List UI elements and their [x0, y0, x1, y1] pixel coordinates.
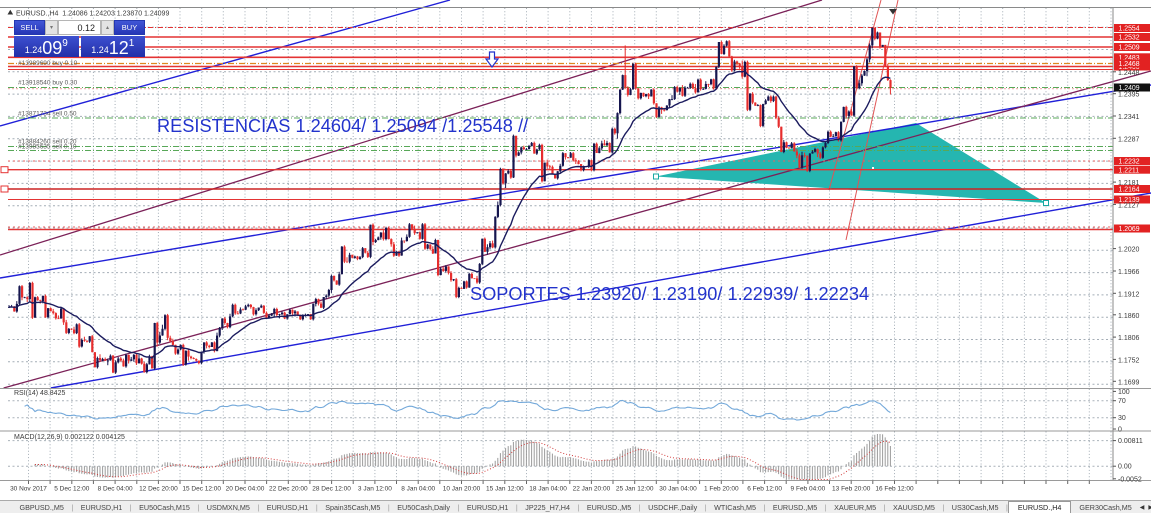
svg-text:1.2460: 1.2460: [1119, 64, 1140, 71]
svg-text:0: 0: [1118, 427, 1122, 434]
svg-text:RESISTENCIAS 1.24604/ 1.25094: RESISTENCIAS 1.24604/ 1.25094 /1.25548 /…: [157, 116, 529, 136]
svg-text:22 Jan 20:00: 22 Jan 20:00: [573, 486, 611, 493]
svg-text:#13918540 buy 0.30: #13918540 buy 0.30: [18, 80, 78, 87]
svg-text:30 Jan 04:00: 30 Jan 04:00: [659, 486, 697, 493]
svg-text:#13985635 sell 0.10: #13985635 sell 0.10: [18, 144, 77, 151]
svg-text:1.2020: 1.2020: [1118, 247, 1140, 254]
svg-text:#13989690 buy 0.10: #13989690 buy 0.10: [18, 60, 78, 67]
svg-text:1.2341: 1.2341: [1118, 114, 1140, 121]
svg-text:1.2509: 1.2509: [1119, 45, 1140, 52]
svg-text:100: 100: [1118, 389, 1130, 396]
svg-text:SOPORTES 1.23920/ 1.23190/ 1.2: SOPORTES 1.23920/ 1.23190/ 1.22939/ 1.22…: [470, 284, 869, 304]
svg-text:1.2232: 1.2232: [1119, 159, 1140, 166]
svg-text:10 Jan 20:00: 10 Jan 20:00: [443, 486, 481, 493]
svg-text:13 Feb 20:00: 13 Feb 20:00: [832, 486, 871, 493]
svg-text:25 Jan 12:00: 25 Jan 12:00: [616, 486, 654, 493]
svg-text:15 Dec 12:00: 15 Dec 12:00: [182, 486, 221, 493]
svg-text:28 Dec 12:00: 28 Dec 12:00: [312, 486, 351, 493]
svg-text:1.1966: 1.1966: [1118, 269, 1140, 276]
svg-text:1.2448: 1.2448: [1118, 70, 1140, 77]
svg-text:1.2554: 1.2554: [1119, 26, 1140, 33]
svg-text:-0.0052: -0.0052: [1118, 476, 1142, 483]
svg-text:1.1860: 1.1860: [1118, 313, 1140, 320]
svg-text:1.2409: 1.2409: [1119, 85, 1140, 92]
svg-text:30: 30: [1118, 415, 1126, 422]
svg-text:8 Jan 04:00: 8 Jan 04:00: [401, 486, 435, 493]
svg-text:1.2287: 1.2287: [1118, 136, 1140, 143]
svg-text:#13884260 sell 0.20: #13884260 sell 0.20: [18, 139, 77, 146]
svg-text:1.2164: 1.2164: [1119, 187, 1140, 194]
svg-text:70: 70: [1118, 398, 1126, 405]
svg-text:1.1752: 1.1752: [1118, 357, 1140, 364]
svg-text:8 Dec 04:00: 8 Dec 04:00: [98, 486, 133, 493]
svg-text:1.1912: 1.1912: [1118, 291, 1140, 298]
svg-text:1.2532: 1.2532: [1119, 35, 1140, 42]
svg-text:1.2483: 1.2483: [1119, 55, 1140, 62]
svg-text:30 Nov 2017: 30 Nov 2017: [10, 486, 47, 493]
svg-text:5 Dec 12:00: 5 Dec 12:00: [54, 486, 89, 493]
svg-text:1.2211: 1.2211: [1119, 167, 1140, 174]
svg-text:16 Feb 12:00: 16 Feb 12:00: [875, 486, 914, 493]
svg-text:1.2069: 1.2069: [1119, 226, 1140, 233]
svg-text:1.2468: 1.2468: [1119, 61, 1140, 68]
svg-text:0.00811: 0.00811: [1118, 438, 1143, 445]
svg-text:3 Jan 12:00: 3 Jan 12:00: [358, 486, 392, 493]
svg-text:0.00: 0.00: [1118, 464, 1132, 471]
svg-text:1 Feb 20:00: 1 Feb 20:00: [704, 486, 739, 493]
svg-text:EURUSD.,H4 1.24086 1.24203 1.: EURUSD.,H4 1.24086 1.24203 1.23870 1.240…: [16, 11, 169, 18]
svg-text:18 Jan 04:00: 18 Jan 04:00: [529, 486, 567, 493]
svg-text:1.2127: 1.2127: [1118, 202, 1140, 209]
svg-text:1.1806: 1.1806: [1118, 335, 1140, 342]
svg-text:1.2181: 1.2181: [1118, 180, 1140, 187]
svg-text:1.2139: 1.2139: [1119, 197, 1140, 204]
svg-text:MACD(12,26,9) 0.002122 0.00412: MACD(12,26,9) 0.002122 0.004125: [14, 434, 125, 441]
svg-text:#13871734 sell 0.50: #13871734 sell 0.50: [18, 111, 77, 118]
svg-text:1.1699: 1.1699: [1118, 379, 1140, 386]
svg-text:6 Feb 12:00: 6 Feb 12:00: [747, 486, 782, 493]
svg-text:20 Dec 04:00: 20 Dec 04:00: [226, 486, 265, 493]
svg-text:9 Feb 04:00: 9 Feb 04:00: [791, 486, 826, 493]
svg-text:RSI(14) 48.8425: RSI(14) 48.8425: [14, 390, 65, 397]
svg-text:22 Dec 20:00: 22 Dec 20:00: [269, 486, 308, 493]
svg-text:15 Jan 12:00: 15 Jan 12:00: [486, 486, 524, 493]
svg-text:1.2395: 1.2395: [1118, 92, 1140, 99]
svg-text:12 Dec 20:00: 12 Dec 20:00: [139, 486, 178, 493]
